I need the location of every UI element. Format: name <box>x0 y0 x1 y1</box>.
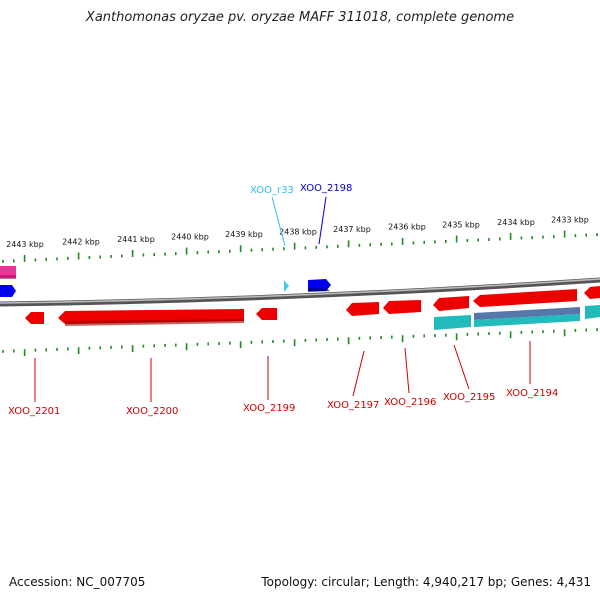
gene-xoo-2194-arrow[interactable] <box>473 289 577 307</box>
lower-scale-ticks <box>2 328 598 357</box>
scale-tick-label: 2434 kbp <box>497 218 535 227</box>
reverse-strand-features <box>25 286 600 330</box>
connector-xoo-2197 <box>352 350 365 397</box>
gene-xoo-2195-cds[interactable] <box>434 315 471 330</box>
upper-scale-ticks <box>2 230 598 263</box>
label-connectors <box>34 196 531 402</box>
label-xoo-2197[interactable]: XOO_2197 <box>327 400 379 411</box>
label-xoo-2195[interactable]: XOO_2195 <box>443 392 495 403</box>
label-xoo-2201[interactable]: XOO_2201 <box>8 406 60 417</box>
scale-tick-label: 2441 kbp <box>117 235 155 244</box>
label-xoo-2200[interactable]: XOO_2200 <box>126 406 178 417</box>
label-xoo-2199[interactable]: XOO_2199 <box>243 403 295 414</box>
scale-tick-label: 2439 kbp <box>225 230 263 239</box>
scale-tick-labels: 2443 kbp 2442 kbp 2441 kbp 2440 kbp 2439 kbp… <box>6 215 589 249</box>
scale-tick-label: 2440 kbp <box>171 232 209 241</box>
genome-backbone <box>0 277 600 307</box>
genome-backbone-highlight <box>0 278 600 304</box>
scale-tick-label: 2443 kbp <box>6 240 44 249</box>
scale-tick-label: 2433 kbp <box>551 215 589 224</box>
gene-xoo-2195-arrow[interactable] <box>433 296 469 311</box>
cds-edge-reverse[interactable] <box>585 305 600 319</box>
accession-text: Accession: NC_007705 <box>9 575 146 589</box>
gene-xoo-2199-arrow[interactable] <box>256 308 277 320</box>
label-xoo-r33[interactable]: XOO_r33 <box>250 185 294 196</box>
genome-summary-text: Topology: circular; Length: 4,940,217 bp… <box>261 575 591 589</box>
label-xoo-2196[interactable]: XOO_2196 <box>384 397 436 408</box>
gene-xoo-2197-arrow[interactable] <box>346 302 379 316</box>
connector-xoo-2196 <box>404 347 410 394</box>
gene-xoo-2196-arrow[interactable] <box>383 300 421 314</box>
label-xoo-2194[interactable]: XOO_2194 <box>506 388 558 399</box>
scale-tick-label: 2442 kbp <box>62 237 100 246</box>
gene-xoo-2200-shadow <box>65 319 244 326</box>
scale-tick-label: 2436 kbp <box>388 223 426 232</box>
gene-xoo-2198-shadow <box>308 288 330 292</box>
label-xoo-2198[interactable]: XOO_2198 <box>300 183 352 194</box>
rna-xoo-r33-arrow[interactable] <box>284 280 289 292</box>
gene-edge-reverse[interactable] <box>584 286 600 299</box>
scale-tick-label: 2438 kbp <box>279 228 317 237</box>
connector-xoo-2198 <box>318 196 327 245</box>
gene-xoo-2201-arrow[interactable] <box>25 312 44 324</box>
connector-xoo-r33 <box>271 196 286 247</box>
gene-xoo-2194-cds-lower[interactable] <box>474 314 580 327</box>
forward-strand-features <box>0 266 331 297</box>
genome-title: Xanthomonas oryzae pv. oryzae MAFF 31101… <box>85 10 515 25</box>
gene-edge-forward[interactable] <box>0 285 16 297</box>
pink-feature-shadow <box>0 275 16 279</box>
gene-xoo-2194-cds[interactable] <box>474 307 580 320</box>
scale-tick-label: 2435 kbp <box>442 220 480 229</box>
connector-xoo-2195 <box>453 344 470 390</box>
scale-tick-label: 2437 kbp <box>333 225 371 234</box>
